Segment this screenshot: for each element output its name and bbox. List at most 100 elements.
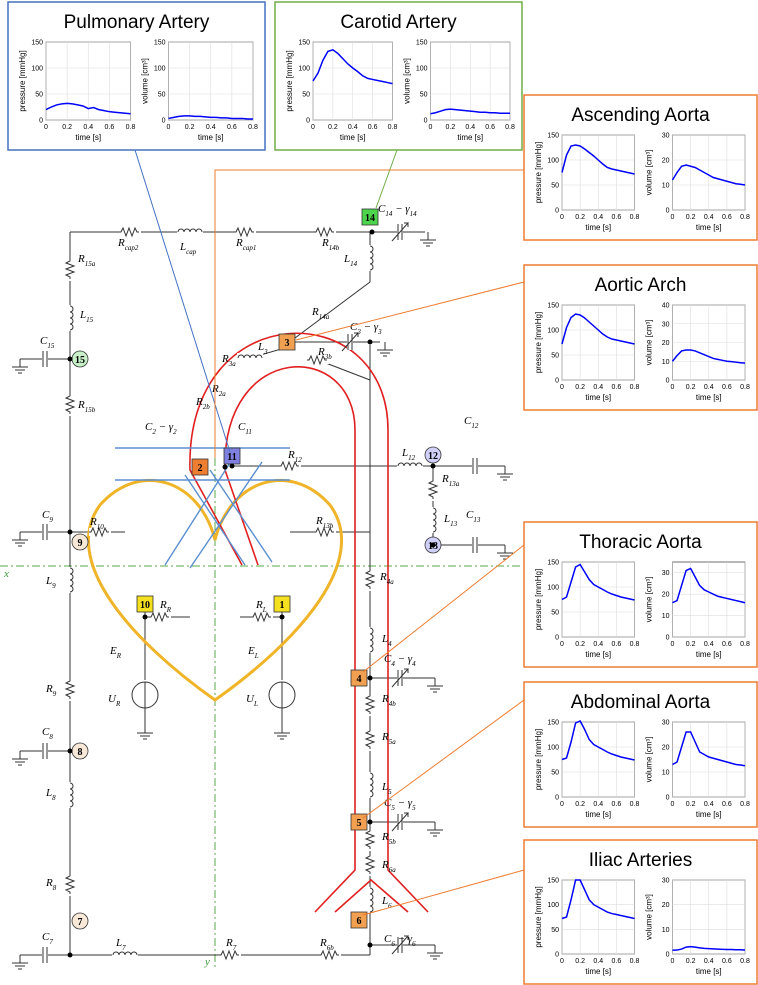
y-tick-label: 0 [39, 118, 43, 125]
ground [427, 822, 443, 837]
symbol: C [145, 421, 153, 433]
symbol: − γ [395, 933, 413, 945]
x-axis-label: time [s] [585, 650, 611, 659]
component-label: L5 [381, 781, 392, 796]
node-label: 2 [198, 463, 203, 474]
symbol: L [79, 309, 86, 321]
symbol: R [381, 731, 389, 743]
subscript: 4b [389, 700, 397, 708]
node [361, 208, 379, 226]
x-axis-label: time [s] [457, 133, 483, 142]
component-label: C8 [42, 726, 53, 741]
ground [497, 545, 513, 560]
resistor [364, 729, 376, 749]
node-label: 6 [357, 916, 362, 927]
component-label: C3 − γ3 [350, 321, 382, 336]
symbol: L [381, 781, 388, 793]
x-axis-label: time [s] [340, 133, 366, 142]
x-tick-label: 0.2 [575, 214, 585, 221]
subscript: R [166, 606, 172, 614]
y-tick-label: 30 [662, 878, 670, 885]
y-tick-label: 10 [662, 359, 670, 366]
y-axis-label: volume [cm³] [645, 737, 654, 783]
symbol: R [379, 571, 387, 583]
symbol: R [195, 396, 203, 408]
subscript: 5 [412, 804, 416, 812]
line [672, 567, 746, 604]
symbol: R [287, 449, 295, 461]
y-tick-label: 150 [547, 720, 559, 727]
symbol: R [77, 399, 85, 411]
subscript: 13 [473, 516, 481, 524]
x-tick-label: 0 [167, 124, 171, 131]
subscript: 8 [52, 794, 56, 802]
x-tick-label: 0 [560, 958, 564, 965]
component-label: L7 [115, 937, 126, 952]
y-tick-label: 20 [662, 592, 670, 599]
capacitor [397, 937, 403, 953]
subscript: cap2 [125, 244, 139, 252]
symbol: R [441, 473, 449, 485]
symbol: R [381, 693, 389, 705]
x-tick-label: 0 [560, 384, 564, 391]
y-tick-label: 100 [298, 66, 310, 73]
connector [134, 149, 231, 453]
subscript: 5 [391, 804, 395, 812]
x-tick-label: 0.8 [740, 958, 750, 965]
node [191, 458, 209, 476]
component-label: R10 [89, 516, 104, 531]
x-axis-label: time [s] [198, 133, 224, 142]
symbol: L [443, 513, 450, 525]
subscript: 15a [85, 260, 96, 268]
symbol: R [315, 515, 323, 527]
node [278, 333, 296, 351]
y-tick-label: 100 [547, 328, 559, 335]
subscript: 6 [388, 902, 392, 910]
symbol: R [317, 346, 325, 358]
y-axis-label: volume [cm³] [645, 320, 654, 366]
component-label: C14 − γ14 [378, 203, 417, 218]
x-tick-label: 0.8 [630, 958, 640, 965]
component-label: L15 [79, 309, 94, 324]
subscript: L [254, 652, 259, 660]
y-axis-label: pressure [mmHg] [534, 569, 543, 630]
subscript: 5a [389, 738, 397, 746]
subscript: 7 [122, 944, 126, 952]
connectors [134, 149, 525, 916]
inductor [369, 245, 374, 271]
x-tick-label: 0.8 [388, 124, 398, 131]
subscript: 3 [377, 328, 382, 336]
resistor [314, 526, 334, 538]
y-tick-label: 40 [662, 303, 670, 310]
x-tick-label: 0.8 [740, 214, 750, 221]
node-label: 8 [78, 747, 83, 758]
y-tick-label: 50 [551, 770, 559, 777]
y-tick-label: 10 [662, 927, 670, 934]
component-label: C2 − γ2 [145, 421, 177, 436]
component-label: R2a [211, 383, 226, 398]
subscript: 8 [49, 733, 53, 741]
y-tick-label: 100 [416, 66, 428, 73]
y-tick-label: 20 [662, 745, 670, 752]
inductor [237, 354, 263, 359]
x-tick-label: 0.4 [465, 124, 475, 131]
subscript: 4 [412, 660, 416, 668]
junction [67, 748, 73, 754]
y-tick-label: 100 [547, 158, 559, 165]
y-tick-label: 0 [306, 118, 310, 125]
y-tick-label: 30 [662, 133, 670, 140]
x-axis-label: time [s] [585, 223, 611, 232]
ground [12, 532, 28, 547]
ground [12, 359, 28, 374]
x-tick-label: 0 [560, 801, 564, 808]
subscript: 9 [53, 690, 57, 698]
node-label: 9 [78, 538, 83, 549]
resistor [307, 354, 327, 366]
capacitor [42, 351, 48, 367]
symbol: R [117, 237, 125, 249]
symbol: C [42, 509, 50, 521]
node [350, 669, 368, 687]
subscript: 8 [53, 884, 57, 892]
capacitor [42, 524, 48, 540]
